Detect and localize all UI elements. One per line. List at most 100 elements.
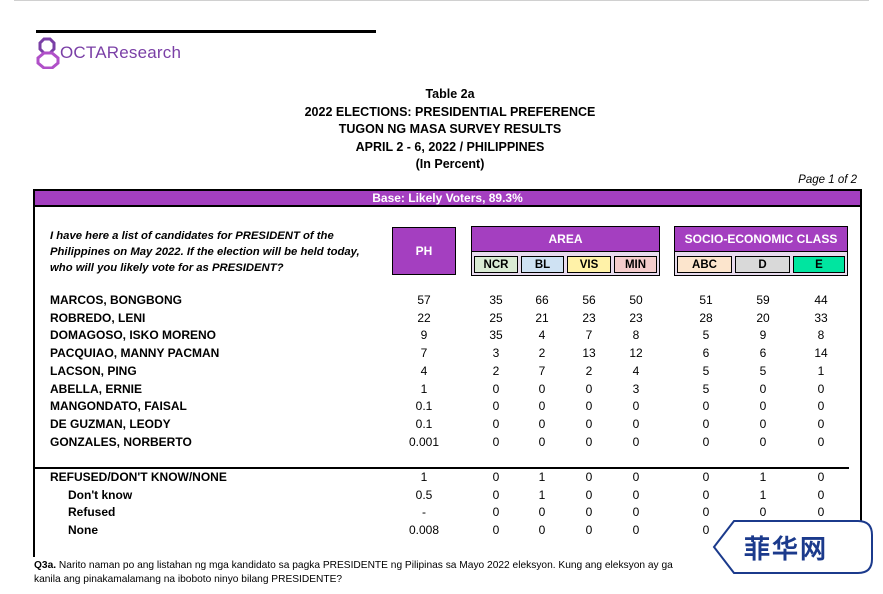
- title-line-2: TUGON NG MASA SURVEY RESULTS: [338, 122, 562, 137]
- cell-e: 0: [817, 381, 825, 396]
- cell-d: 1: [759, 470, 767, 484]
- cell-vis: 56: [582, 293, 596, 307]
- table-row: MARCOS, BONGBONG 57 35 66 56 50 51 59 44: [0, 292, 883, 310]
- section-divider: [35, 467, 849, 469]
- cell-abc: 0: [702, 487, 710, 502]
- cell-bl: 0: [538, 381, 546, 396]
- cell-ph: 22: [417, 310, 431, 325]
- octa-logo: OCTAResearch: [36, 37, 181, 69]
- cell-abc: 0: [702, 505, 710, 520]
- cell-abc: 51: [699, 293, 713, 307]
- row-label: DOMAGOSO, ISKO MORENO: [50, 328, 217, 343]
- cell-vis: 0: [585, 487, 593, 502]
- cell-vis: 23: [582, 310, 596, 325]
- cell-min: 0: [632, 505, 640, 520]
- cell-abc: 5: [702, 381, 710, 396]
- header-rule: [36, 30, 376, 33]
- table-row: ABELLA, ERNIE 1 0 0 0 3 5 0 0: [0, 381, 883, 399]
- cell-ph: 4: [420, 363, 428, 378]
- cell-abc: 0: [702, 416, 710, 431]
- page-number: Page 1 of 2: [798, 174, 857, 186]
- cell-vis: 2: [585, 363, 593, 378]
- cell-min: 12: [629, 346, 643, 361]
- table-number: Table 2a: [425, 87, 475, 101]
- cell-d: 0: [759, 505, 767, 520]
- ph-header: PH: [392, 227, 456, 275]
- table-row: GONZALES, NORBERTO 0.001 0 0 0 0 0 0 0: [0, 434, 883, 452]
- row-label: ROBREDO, LENI: [50, 310, 146, 325]
- cell-min: 4: [632, 363, 640, 378]
- cell-ncr: 25: [489, 310, 503, 325]
- col-header-bl: BL: [521, 256, 564, 273]
- cell-abc: 0: [702, 523, 710, 538]
- cell-ph: 57: [417, 293, 431, 307]
- cell-e: 0: [817, 470, 825, 484]
- base-bar: Base: Likely Voters, 89.3%: [35, 191, 860, 207]
- cell-e: 0: [817, 487, 825, 502]
- cell-e: 0: [817, 416, 825, 431]
- table-row: Don't know 0.5 0 1 0 0 0 1 0: [0, 487, 883, 505]
- cell-ncr: 35: [489, 293, 503, 307]
- watermark-arrow-icon: [712, 520, 873, 574]
- table-row: PACQUIAO, MANNY PACMAN 7 3 2 13 12 6 6 14: [0, 345, 883, 363]
- cell-d: 0: [759, 416, 767, 431]
- cell-min: 0: [632, 523, 640, 538]
- cell-ncr: 0: [492, 505, 500, 520]
- cell-min: 0: [632, 487, 640, 502]
- table-frame: [33, 189, 862, 557]
- cell-e: 0: [817, 505, 825, 520]
- cell-e: 8: [817, 328, 825, 343]
- row-label: DE GUZMAN, LEODY: [50, 416, 171, 431]
- cell-ph: 0.1: [415, 416, 433, 431]
- cell-min: 50: [629, 293, 643, 307]
- cell-vis: 0: [585, 523, 593, 538]
- cell-e: 14: [814, 346, 828, 361]
- table-row: Refused - 0 0 0 0 0 0 0: [0, 504, 883, 522]
- cell-ph: 7: [420, 346, 428, 361]
- cell-vis: 0: [585, 434, 593, 449]
- row-label: MARCOS, BONGBONG: [50, 293, 182, 307]
- cell-d: 5: [759, 363, 767, 378]
- row-label: REFUSED/DON'T KNOW/NONE: [50, 470, 227, 484]
- cell-abc: 28: [699, 310, 713, 325]
- cell-ncr: 0: [492, 487, 500, 502]
- cell-bl: 2: [538, 346, 546, 361]
- row-label: Don't know: [68, 487, 133, 502]
- row-label: GONZALES, NORBERTO: [50, 434, 192, 449]
- cell-abc: 0: [702, 434, 710, 449]
- title-line-3: APRIL 2 - 6, 2022 / PHILIPPINES: [355, 139, 545, 154]
- cell-min: 0: [632, 470, 640, 484]
- area-header: AREA: [471, 226, 660, 252]
- cell-abc: 5: [702, 363, 710, 378]
- cell-ph: 0.008: [408, 523, 440, 538]
- cell-e: 1: [817, 363, 825, 378]
- top-border-line: [14, 0, 869, 1]
- cell-bl: 0: [538, 505, 546, 520]
- cell-ncr: 0: [492, 381, 500, 396]
- cell-ncr: 2: [492, 363, 500, 378]
- cell-e: 0: [817, 399, 825, 414]
- cell-ph: 0.5: [415, 487, 433, 502]
- cell-ncr: 3: [492, 346, 500, 361]
- cell-min: 3: [632, 381, 640, 396]
- cell-d: 9: [759, 328, 767, 343]
- footnote-tag: Q3a.: [34, 560, 57, 571]
- cell-d: 59: [756, 293, 770, 307]
- cell-abc: 5: [702, 328, 710, 343]
- row-label: MANGONDATO, FAISAL: [50, 399, 187, 414]
- cell-ncr: 0: [492, 416, 500, 431]
- cell-bl: 0: [538, 399, 546, 414]
- row-label: ABELLA, ERNIE: [50, 381, 143, 396]
- cell-bl: 4: [538, 328, 546, 343]
- title-line-4: (In Percent): [415, 157, 485, 172]
- row-label: None: [68, 523, 98, 538]
- cell-abc: 0: [702, 470, 710, 484]
- footnote-line-2: kanila ang pinakamalamang na iboboto nin…: [34, 574, 343, 585]
- cell-bl: 0: [538, 434, 546, 449]
- cell-d: 0: [759, 434, 767, 449]
- row-label: LACSON, PING: [50, 363, 137, 378]
- cell-vis: 13: [582, 346, 596, 361]
- cell-abc: 0: [702, 399, 710, 414]
- cell-ph: 1: [420, 381, 428, 396]
